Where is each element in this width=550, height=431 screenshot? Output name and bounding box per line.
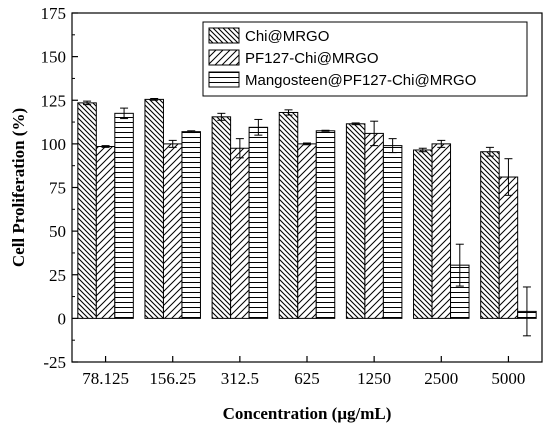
error-bar-pf127-chi-mrgo-625 [303,142,311,146]
y-tick-label: -25 [43,353,66,372]
x-tick-label-5000: 5000 [491,369,525,388]
legend-swatch-pf127-chi-mrgo [208,49,240,66]
legend-item-chi-mrgo: Chi@MRGO [208,27,329,45]
legend-swatch-chi-mrgo [208,27,240,44]
legend-swatch-mangosteen-pf127-chi-mrgo [208,71,240,88]
x-tick-label-625: 625 [294,369,320,388]
error-bar-chi-mrgo-5000 [485,146,494,157]
legend-item-mangosteen-pf127-chi-mrgo: Mangosteen@PF127-Chi@MRGO [208,71,476,89]
bar-mangosteen-pf127-chi-mrgo-312-5 [248,126,269,319]
bar-pf127-chi-mrgo-78-125 [95,145,116,319]
x-axis-title: Concentration (μg/mL) [223,404,392,423]
bar-chi-mrgo-2500 [413,149,433,319]
bar-mangosteen-pf127-chi-mrgo-156-25 [181,131,201,319]
error-bar-pf127-chi-mrgo-156-25 [168,139,177,148]
error-bar-mangosteen-pf127-chi-mrgo-2500 [455,243,464,287]
x-tick-label-1250: 1250 [357,369,391,388]
error-bar-chi-mrgo-78-125 [83,100,92,106]
bar-chi-mrgo-1250 [345,123,366,319]
x-tick-label-312-5: 312.5 [221,369,259,388]
error-bar-chi-mrgo-1250 [351,122,360,126]
y-tick-label: 175 [41,4,67,23]
y-tick-label: 125 [41,91,67,110]
error-bar-mangosteen-pf127-chi-mrgo-312-5 [254,118,263,136]
y-tick-label: 150 [41,48,67,67]
legend: Chi@MRGO PF127-Chi@MRGO Mangosteen@PF127… [202,21,528,97]
bar-pf127-chi-mrgo-156-25 [162,143,183,319]
legend-label-pf127-chi-mrgo: PF127-Chi@MRGO [245,50,379,67]
bar-chi-mrgo-625 [278,111,299,319]
error-bar-mangosteen-pf127-chi-mrgo-156-25 [187,130,196,134]
legend-item-pf127-chi-mrgo: PF127-Chi@MRGO [208,49,379,67]
x-tick-label-2500: 2500 [424,369,458,388]
error-bar-mangosteen-pf127-chi-mrgo-78-125 [120,107,129,120]
legend-label-chi-mrgo: Chi@MRGO [245,28,329,45]
legend-label-mangosteen-pf127-chi-mrgo: Mangosteen@PF127-Chi@MRGO [245,72,476,89]
bar-pf127-chi-mrgo-2500 [431,143,452,319]
error-bars-layer [83,98,531,337]
error-bar-chi-mrgo-2500 [418,147,427,153]
error-bar-mangosteen-pf127-chi-mrgo-5000 [522,286,531,337]
y-tick-label: 50 [49,222,66,241]
y-tick-label: 100 [41,135,67,154]
y-tick-label: 25 [49,266,66,285]
bar-mangosteen-pf127-chi-mrgo-625 [315,130,336,319]
bars-layer [77,98,537,319]
legend-box [202,21,528,97]
bar-pf127-chi-mrgo-312-5 [230,147,250,319]
y-axis-title: Cell Proliferation (%) [9,108,28,267]
bar-chi-mrgo-5000 [480,151,500,319]
bar-chi-mrgo-78-125 [77,102,97,319]
bar-mangosteen-pf127-chi-mrgo-78-125 [114,112,134,319]
bar-chi-mrgo-156-25 [144,98,164,319]
error-bar-pf127-chi-mrgo-5000 [504,158,513,196]
error-bar-pf127-chi-mrgo-312-5 [235,138,244,159]
y-tick-label: 75 [49,179,66,198]
axes-layer: -25 0 25 50 75 100 125 150 175 78.125 156.25 312.5 6… [41,4,526,388]
error-bar-mangosteen-pf127-chi-mrgo-1250 [388,138,397,154]
bar-mangosteen-pf127-chi-mrgo-1250 [382,145,403,319]
error-bar-pf127-chi-mrgo-78-125 [101,145,110,148]
bar-chi-mrgo-312-5 [211,116,232,319]
error-bar-chi-mrgo-625 [284,109,293,116]
bar-pf127-chi-mrgo-1250 [364,132,384,319]
bar-pf127-chi-mrgo-625 [297,143,317,319]
error-bar-chi-mrgo-156-25 [150,98,159,101]
bar-pf127-chi-mrgo-5000 [498,176,519,319]
error-bar-chi-mrgo-312-5 [217,112,226,121]
x-tick-label-156-25: 156.25 [149,369,196,388]
y-tick-label: 0 [58,309,67,328]
error-bar-pf127-chi-mrgo-2500 [437,139,446,148]
error-bar-pf127-chi-mrgo-1250 [370,120,379,147]
x-tick-label-78-125: 78.125 [82,369,129,388]
error-bar-mangosteen-pf127-chi-mrgo-625 [321,129,330,132]
